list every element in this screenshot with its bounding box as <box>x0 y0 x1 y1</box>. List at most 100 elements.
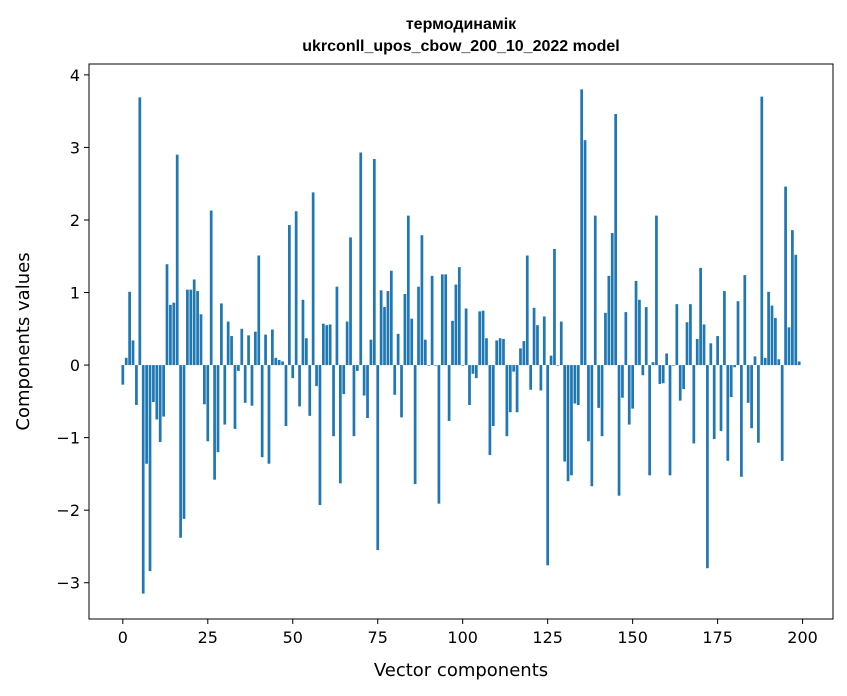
bar <box>288 225 291 366</box>
bar <box>423 339 427 366</box>
bar <box>576 365 580 405</box>
bar <box>162 365 165 417</box>
x-tick-label: 0 <box>118 628 128 647</box>
bar <box>301 299 305 366</box>
bar <box>767 291 770 366</box>
bar <box>481 310 485 366</box>
bar <box>281 361 284 366</box>
bar <box>699 267 702 366</box>
bar <box>386 291 390 366</box>
y-tick-label: −2 <box>56 501 80 520</box>
bar <box>661 365 665 384</box>
bar <box>304 338 308 366</box>
bar <box>651 362 655 366</box>
bar <box>128 291 131 366</box>
bar <box>271 329 274 366</box>
bar <box>723 291 726 366</box>
bar <box>447 365 451 421</box>
bar <box>209 210 213 366</box>
bar <box>420 235 424 366</box>
bar <box>634 280 638 366</box>
x-tick-label: 25 <box>198 628 218 647</box>
bar <box>257 255 261 366</box>
x-tick-label: 50 <box>283 628 303 647</box>
bar <box>638 299 641 366</box>
bar <box>736 301 740 366</box>
bar <box>706 365 709 569</box>
bar <box>563 365 567 462</box>
bar <box>152 365 155 403</box>
bar <box>342 365 346 395</box>
bar <box>692 365 696 444</box>
bar <box>787 327 791 366</box>
bar <box>203 365 206 405</box>
bar <box>597 365 601 408</box>
y-tick-label: −3 <box>56 574 80 593</box>
bar <box>750 365 753 429</box>
bar <box>600 365 604 437</box>
bar <box>325 325 329 366</box>
bar <box>345 321 349 366</box>
bar <box>321 323 325 366</box>
bar <box>220 303 223 366</box>
bar <box>760 96 764 366</box>
bar <box>400 365 403 418</box>
bar <box>237 365 240 371</box>
bar <box>746 365 750 403</box>
bar <box>491 365 495 427</box>
bar <box>512 365 516 372</box>
bar <box>406 215 410 366</box>
bar <box>440 274 444 366</box>
bar <box>794 254 798 366</box>
bar <box>485 338 488 366</box>
x-tick-label: 75 <box>368 628 388 647</box>
chart-title-line2: ukrconll_upos_cbow_200_10_2022 model <box>302 38 619 55</box>
bar <box>478 311 482 366</box>
bar <box>274 357 278 366</box>
bar <box>182 365 186 519</box>
bar <box>213 365 216 480</box>
bar <box>797 361 801 366</box>
bar <box>559 321 563 366</box>
bar <box>553 249 556 366</box>
bar <box>627 365 631 425</box>
bar <box>539 365 543 391</box>
bar <box>403 293 407 366</box>
bar <box>474 365 478 379</box>
bar <box>131 340 135 366</box>
bar <box>716 336 719 366</box>
bar <box>366 365 369 419</box>
bar <box>451 320 454 366</box>
bar <box>369 339 373 366</box>
bar <box>359 152 363 366</box>
bar <box>311 192 315 366</box>
bar <box>226 321 230 366</box>
bar <box>502 338 505 366</box>
bars-group <box>121 89 801 594</box>
bar <box>430 275 434 366</box>
bar <box>427 365 431 366</box>
bar <box>172 302 176 366</box>
bar <box>644 307 648 366</box>
bar <box>352 365 356 437</box>
bar <box>338 365 342 484</box>
bar <box>675 304 679 366</box>
bar <box>757 365 760 443</box>
bar <box>532 307 536 366</box>
bar <box>328 324 332 366</box>
bar <box>753 356 757 366</box>
bar <box>413 365 417 485</box>
bar <box>145 365 148 464</box>
bar <box>206 365 210 442</box>
bar <box>525 255 529 366</box>
bar <box>522 341 526 366</box>
bar <box>355 365 359 371</box>
bar <box>770 305 774 366</box>
bar <box>689 304 692 366</box>
bar <box>498 338 502 366</box>
bar <box>549 355 553 366</box>
bar <box>264 334 267 366</box>
bar <box>570 365 573 476</box>
bar <box>169 304 172 366</box>
